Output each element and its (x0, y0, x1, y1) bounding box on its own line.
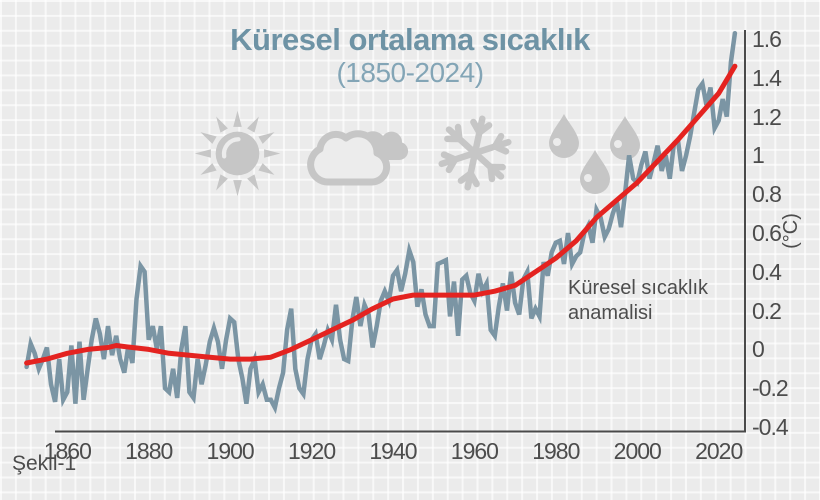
series-annotation-line2: anamalisi (568, 302, 653, 324)
y-tick-label: 0.4 (752, 258, 782, 285)
y-tick-label: 0 (752, 336, 765, 363)
raindrops-icon (549, 114, 640, 194)
x-tick-label: 1940 (369, 438, 417, 464)
y-axis-unit-label: (°C) (780, 213, 802, 249)
chart-subtitle: (1850-2024) (336, 57, 484, 88)
y-tick-label: 1 (752, 142, 765, 169)
anomaly-line-series (24, 30, 738, 415)
x-tick-label: 1880 (125, 438, 173, 464)
y-tick-label: -0.4 (752, 414, 789, 440)
y-tick-label: 1.2 (752, 103, 782, 130)
y-tick-label: 0.8 (752, 181, 782, 208)
snowflake-icon (438, 115, 512, 191)
x-tick-label: 2020 (695, 438, 743, 464)
x-tick-label: 1920 (287, 438, 336, 464)
x-tick-label: 1980 (532, 438, 580, 464)
x-tick-label: 1900 (206, 438, 255, 464)
figure-caption: Şekil-1 (12, 452, 77, 475)
x-tick-label: 1860 (43, 438, 92, 464)
y-tick-label: 0.2 (752, 297, 782, 324)
x-tick-label: 2000 (613, 438, 662, 464)
y-tick-label: -0.2 (752, 375, 789, 402)
y-tick-label: 0.6 (752, 220, 782, 246)
cloud-icon (307, 130, 409, 186)
series-annotation: Küresel sıcaklık anamalisi (568, 276, 708, 326)
series-annotation-line1: Küresel sıcaklık (568, 277, 709, 299)
y-tick-label: 1.6 (752, 26, 782, 52)
x-tick-label: 1960 (450, 438, 499, 464)
trend-line-series (24, 63, 738, 366)
chart-title: Küresel ortalama sıcaklık (230, 22, 590, 57)
sun-icon (194, 110, 281, 197)
y-tick-label: 1.4 (752, 64, 782, 91)
